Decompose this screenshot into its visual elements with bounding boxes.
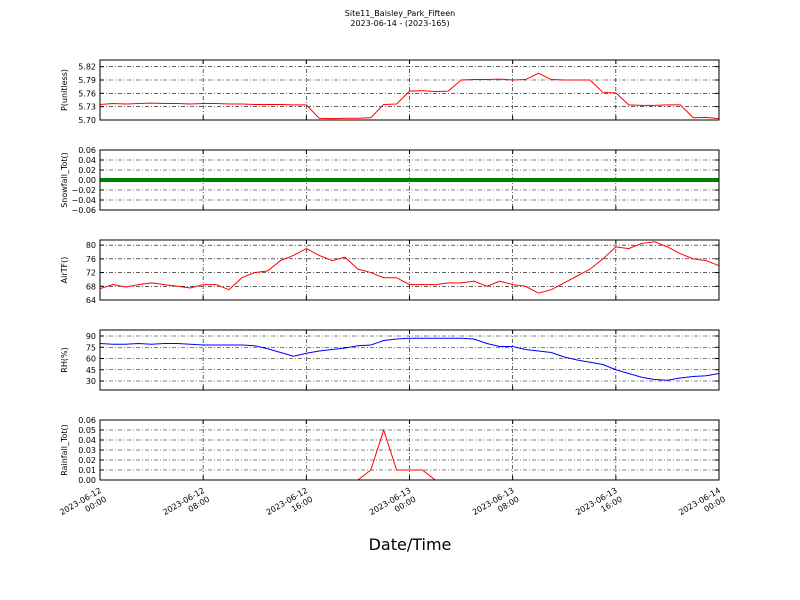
y-tick-label: 80 (86, 241, 96, 250)
y-tick-label: 30 (86, 377, 96, 386)
y-tick-label: 0.04 (78, 156, 96, 165)
y-tick-label: −0.04 (71, 196, 96, 205)
y-tick-label: −0.06 (71, 206, 96, 215)
plot-frame (99, 59, 720, 121)
y-tick-label: 0.01 (78, 466, 96, 475)
y-tick-label: 45 (86, 366, 96, 375)
y-tick-label: 5.82 (78, 63, 96, 72)
chart-subtitle: 2023-06-14 - (2023-165) (350, 19, 449, 28)
y-tick-label: 0.03 (78, 446, 96, 455)
data-line (99, 72, 720, 120)
y-axis-label: AirTF() (60, 257, 69, 284)
y-tick-label: 0.06 (78, 416, 96, 425)
x-axis-label: Date/Time (369, 535, 452, 554)
y-axis-label: RH(%) (60, 347, 69, 372)
y-tick-label: 0.04 (78, 436, 96, 445)
y-tick-label: 0.02 (78, 166, 96, 175)
y-tick-label: 5.73 (78, 103, 96, 112)
y-tick-label: 0.02 (78, 456, 96, 465)
chart-title: Site11_Baisley_Park_Fifteen (345, 9, 455, 18)
data-line (99, 241, 720, 294)
y-tick-label: 5.76 (78, 89, 96, 98)
y-tick-label: 76 (86, 255, 96, 264)
y-tick-label: −0.02 (71, 186, 96, 195)
y-tick-label: 0.06 (78, 146, 96, 155)
y-tick-label: 60 (86, 355, 96, 364)
y-tick-label: 0.05 (78, 426, 96, 435)
y-tick-label: 0.00 (78, 176, 96, 185)
plot-frame (99, 239, 720, 301)
y-axis-label: Rainfall_Tot() (60, 424, 69, 476)
y-tick-label: 0.00 (78, 476, 96, 485)
plot-frame (99, 419, 720, 481)
y-tick-label: 75 (86, 343, 96, 352)
y-axis-label: P(unitless) (60, 69, 69, 111)
y-axis-label: Snowfall_Tot() (60, 152, 69, 208)
y-tick-label: 68 (86, 282, 96, 291)
plot-frame (99, 329, 720, 391)
y-tick-label: 5.70 (78, 116, 96, 125)
data-line (99, 337, 720, 381)
y-tick-label: 5.79 (78, 76, 96, 85)
plot-frame (99, 149, 720, 211)
y-tick-label: 72 (86, 269, 96, 278)
y-tick-label: 64 (86, 296, 96, 305)
y-tick-label: 90 (86, 332, 96, 341)
